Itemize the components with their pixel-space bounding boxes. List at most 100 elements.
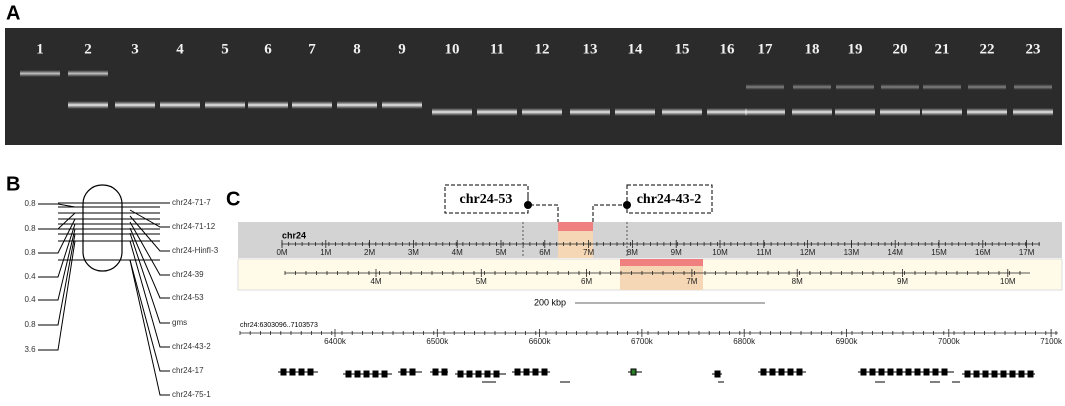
marker: chr24-HinfI-3: [172, 246, 219, 255]
tick-label: 8M: [792, 277, 803, 286]
band: [967, 108, 1007, 116]
exon: [869, 368, 876, 376]
band: [968, 84, 1006, 90]
lane-label: 10: [445, 41, 460, 57]
connector: [527, 195, 627, 222]
panel-label: C: [226, 188, 240, 210]
tick-label: 9M: [671, 248, 682, 257]
tick-label: 7M: [583, 248, 594, 257]
tick-label: 17M: [1019, 248, 1035, 257]
exon: [289, 368, 296, 376]
tick-label: 6900k: [836, 337, 859, 346]
band: [292, 101, 332, 109]
band: [793, 84, 831, 90]
tick-label: 3M: [408, 248, 419, 257]
map-line: [38, 240, 76, 351]
exon: [760, 368, 767, 376]
map-line: [38, 218, 76, 254]
locus: chr24:6303096..7103573: [240, 322, 318, 329]
distance: 3.6: [24, 345, 36, 354]
map-line: [129, 259, 170, 396]
band: [20, 70, 60, 77]
tick-label: 6800k: [733, 337, 756, 346]
exon: [457, 370, 464, 378]
exon: [1027, 370, 1034, 378]
exon: [354, 370, 361, 378]
exon: [1000, 370, 1007, 378]
exon: [475, 370, 482, 378]
exon: [363, 370, 370, 378]
exon: [973, 370, 980, 378]
band: [205, 101, 245, 109]
band: [160, 101, 200, 109]
exon: [532, 368, 539, 376]
lane-label: 16: [720, 41, 736, 57]
tick-label: 5M: [476, 277, 487, 286]
callout-box: [444, 184, 529, 214]
exon: [298, 368, 305, 376]
marker: chr24-75-1: [172, 390, 211, 399]
tick-label: 1M: [320, 248, 331, 257]
exon: [914, 368, 921, 376]
distance: 0.4: [24, 272, 36, 281]
callout: chr24-43-2: [637, 192, 702, 207]
tick-label: 10M: [712, 248, 728, 257]
band: [922, 108, 962, 116]
exon: [307, 368, 314, 376]
tick-label: 2M: [364, 248, 375, 257]
chromosome-name: chr24: [282, 230, 306, 240]
overview-track: [238, 222, 1062, 258]
band: [1014, 84, 1052, 90]
tick-label: 4M: [370, 277, 381, 286]
tick-label: 14M: [887, 248, 903, 257]
band: [792, 108, 832, 116]
exon: [778, 368, 785, 376]
lane-label: 11: [490, 41, 504, 57]
exon: [400, 368, 407, 376]
band: [1013, 108, 1053, 116]
marker: chr24-17: [172, 366, 204, 375]
lane-label: 15: [675, 41, 690, 57]
lane-label: 19: [848, 41, 863, 57]
chromosome: [82, 184, 123, 272]
band: [522, 108, 562, 116]
exon: [887, 368, 894, 376]
exon: [982, 370, 989, 378]
lane-label: 17: [758, 41, 774, 57]
exon: [714, 370, 721, 378]
band: [248, 101, 288, 109]
marker: chr24-39: [172, 270, 204, 279]
lane-label: 9: [398, 41, 406, 57]
band: [68, 101, 108, 109]
exon: [1018, 370, 1025, 378]
lane-label: 1: [36, 41, 44, 57]
map-line: [129, 240, 170, 348]
lane-label: 2: [84, 41, 92, 57]
tick-label: 6400k: [324, 337, 347, 346]
map-line: [129, 232, 170, 324]
exon: [280, 368, 287, 376]
exon: [991, 370, 998, 378]
highlight: [558, 222, 593, 231]
tick-label: 8M: [627, 248, 638, 257]
band: [746, 84, 784, 90]
exon: [630, 368, 637, 376]
band: [615, 108, 655, 116]
tick-label: 9M: [897, 277, 908, 286]
panel-label: A: [6, 2, 20, 24]
distance: 0.8: [24, 224, 36, 233]
lane-label: 8: [353, 41, 361, 57]
exon: [345, 370, 352, 378]
lane-label: 3: [131, 41, 139, 57]
lane-label: 13: [583, 41, 598, 57]
exon: [493, 370, 500, 378]
lane-label: 14: [628, 41, 644, 57]
tick-label: 7100k: [1040, 337, 1063, 346]
exon: [878, 368, 885, 376]
band: [68, 70, 108, 77]
lane-label: 4: [176, 41, 184, 57]
dot: [524, 201, 532, 209]
band: [477, 108, 517, 116]
band: [880, 108, 920, 116]
